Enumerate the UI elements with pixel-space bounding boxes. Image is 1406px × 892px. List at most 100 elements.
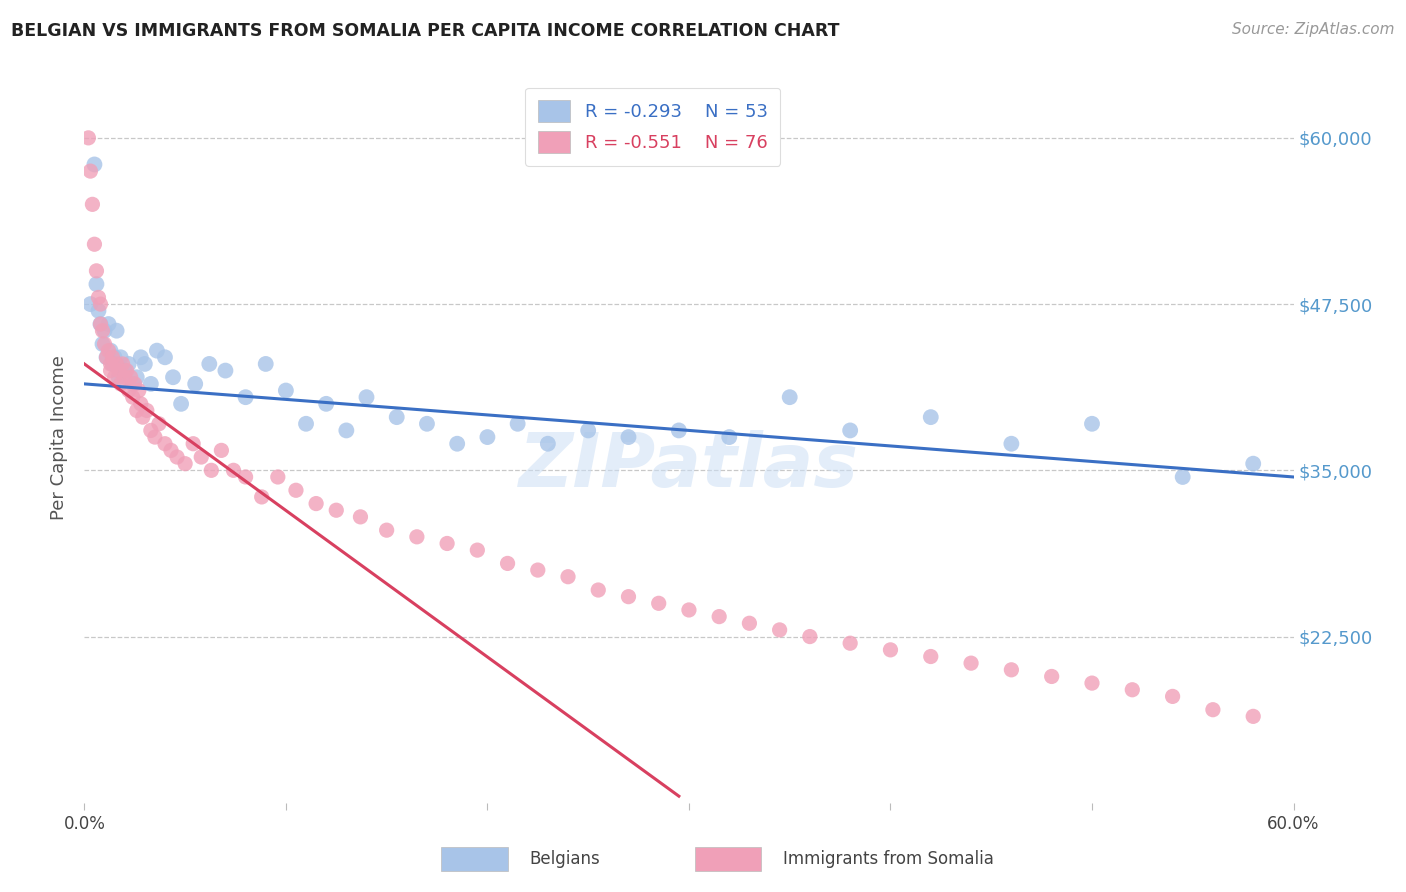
- Point: [86, 264, 108, 278]
- Point: [527, 563, 550, 577]
- Point: [184, 376, 207, 391]
- Point: [920, 649, 942, 664]
- Point: [124, 376, 146, 391]
- Point: [1202, 703, 1225, 717]
- Point: [174, 457, 197, 471]
- Point: [446, 436, 468, 450]
- Text: Source: ZipAtlas.com: Source: ZipAtlas.com: [1232, 22, 1395, 37]
- Point: [839, 424, 862, 438]
- Point: [139, 376, 162, 391]
- Point: [235, 390, 257, 404]
- Point: [104, 351, 127, 365]
- Text: Immigrants from Somalia: Immigrants from Somalia: [783, 850, 994, 868]
- Point: [648, 596, 671, 610]
- Legend: R = -0.293    N = 53, R = -0.551    N = 76: R = -0.293 N = 53, R = -0.551 N = 76: [524, 87, 780, 166]
- Point: [214, 363, 236, 377]
- Point: [143, 430, 166, 444]
- Point: [89, 317, 111, 331]
- Point: [325, 503, 347, 517]
- Point: [779, 390, 801, 404]
- FancyBboxPatch shape: [441, 847, 508, 871]
- Point: [1241, 709, 1264, 723]
- Point: [128, 384, 150, 398]
- Point: [1241, 457, 1264, 471]
- Point: [93, 337, 115, 351]
- Point: [79, 164, 101, 178]
- Point: [879, 643, 901, 657]
- Point: [114, 370, 136, 384]
- Point: [920, 410, 942, 425]
- Point: [91, 337, 114, 351]
- Point: [166, 450, 188, 464]
- Point: [235, 470, 257, 484]
- Point: [118, 384, 141, 398]
- Text: ZIPatlas: ZIPatlas: [519, 430, 859, 503]
- Point: [101, 351, 124, 365]
- Point: [349, 509, 371, 524]
- Point: [115, 363, 138, 377]
- Point: [91, 324, 114, 338]
- Point: [96, 351, 118, 365]
- Point: [121, 390, 143, 404]
- Point: [200, 463, 222, 477]
- Point: [121, 376, 143, 391]
- Point: [146, 343, 169, 358]
- Point: [111, 357, 134, 371]
- Text: BELGIAN VS IMMIGRANTS FROM SOMALIA PER CAPITA INCOME CORRELATION CHART: BELGIAN VS IMMIGRANTS FROM SOMALIA PER C…: [11, 22, 839, 40]
- Point: [104, 370, 127, 384]
- Point: [100, 363, 122, 377]
- Point: [406, 530, 429, 544]
- Point: [107, 363, 129, 377]
- Point: [107, 370, 129, 384]
- FancyBboxPatch shape: [695, 847, 762, 871]
- Point: [134, 357, 156, 371]
- Point: [153, 436, 176, 450]
- Point: [209, 443, 232, 458]
- Point: [839, 636, 862, 650]
- Point: [105, 357, 128, 371]
- Point: [1171, 470, 1194, 484]
- Point: [576, 424, 599, 438]
- Point: [82, 197, 104, 211]
- Point: [678, 603, 700, 617]
- Point: [77, 131, 100, 145]
- Point: [101, 357, 124, 371]
- Point: [709, 609, 731, 624]
- Point: [83, 237, 105, 252]
- Point: [96, 351, 118, 365]
- Point: [617, 430, 640, 444]
- Point: [557, 570, 579, 584]
- Point: [120, 370, 142, 384]
- Point: [295, 417, 318, 431]
- Point: [799, 630, 821, 644]
- Point: [1081, 417, 1104, 431]
- Point: [83, 157, 105, 171]
- Point: [385, 410, 408, 425]
- Text: Belgians: Belgians: [529, 850, 600, 868]
- Point: [135, 403, 157, 417]
- Point: [114, 363, 136, 377]
- Point: [477, 430, 499, 444]
- Point: [79, 297, 101, 311]
- Point: [89, 317, 111, 331]
- Point: [356, 390, 378, 404]
- Point: [139, 424, 162, 438]
- Point: [93, 324, 115, 338]
- Point: [588, 582, 610, 597]
- Point: [496, 557, 519, 571]
- Point: [87, 290, 110, 304]
- Point: [718, 430, 741, 444]
- Point: [132, 410, 155, 425]
- Point: [250, 490, 273, 504]
- Point: [129, 397, 152, 411]
- Point: [170, 397, 193, 411]
- Point: [110, 376, 132, 391]
- Point: [198, 357, 221, 371]
- Point: [960, 656, 983, 670]
- Point: [162, 370, 184, 384]
- Point: [1000, 663, 1022, 677]
- Point: [1121, 682, 1143, 697]
- Point: [274, 384, 297, 398]
- Y-axis label: Per Capita Income: Per Capita Income: [51, 355, 69, 519]
- Point: [129, 351, 152, 365]
